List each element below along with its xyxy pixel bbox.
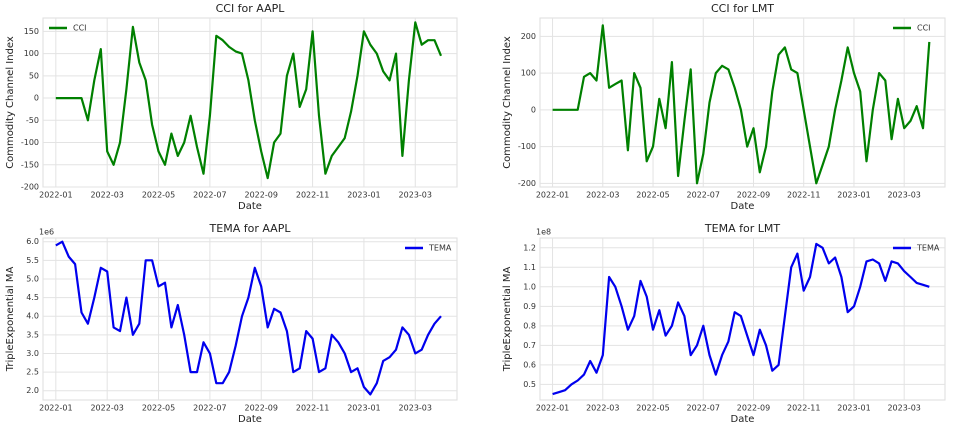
y-tick-label: 1.1 bbox=[523, 263, 536, 272]
x-tick-label: 2022-01 bbox=[536, 404, 569, 413]
y-tick-label: 3.5 bbox=[26, 330, 39, 339]
x-tick-label: 2022-09 bbox=[245, 404, 278, 413]
chart-title: CCI for AAPL bbox=[216, 2, 286, 15]
y-tick-label: 2.5 bbox=[26, 368, 39, 377]
x-tick-label: 2022-03 bbox=[90, 404, 123, 413]
x-axis-label: Date bbox=[731, 201, 755, 212]
x-tick-label: 2023-03 bbox=[887, 191, 920, 200]
plot-area bbox=[42, 17, 458, 188]
y-tick-label: -150 bbox=[21, 160, 39, 169]
x-tick-label: 2023-03 bbox=[399, 191, 432, 200]
x-tick-label: 2023-01 bbox=[837, 191, 870, 200]
chart-title: CCI for LMT bbox=[711, 2, 774, 15]
x-tick-label: 2023-03 bbox=[887, 404, 920, 413]
x-tick-label: 2022-03 bbox=[90, 191, 123, 200]
y-axis-label: Commodity Channel Index bbox=[5, 36, 16, 169]
x-tick-label: 2023-01 bbox=[837, 404, 870, 413]
data-line bbox=[552, 24, 931, 185]
x-axis-label: Date bbox=[731, 414, 755, 425]
y-tick-label: 0.8 bbox=[523, 321, 536, 330]
y-tick-label: 50 bbox=[29, 71, 39, 80]
x-tick-label: 2022-03 bbox=[586, 191, 619, 200]
x-tick-label: 2022-05 bbox=[142, 404, 175, 413]
y-tick-label: 0.9 bbox=[523, 302, 536, 311]
chart-title: TEMA for AAPL bbox=[209, 222, 292, 235]
y-tick-label: 1.2 bbox=[523, 243, 536, 252]
y-tick-label: 3.0 bbox=[26, 349, 39, 358]
y-tick-label: -200 bbox=[518, 179, 536, 188]
x-tick-label: 2023-03 bbox=[399, 404, 432, 413]
y-tick-label: 0.7 bbox=[523, 341, 536, 350]
legend-label: TEMA bbox=[428, 244, 452, 253]
x-tick-label: 2022-05 bbox=[142, 191, 175, 200]
x-tick-label: 2022-07 bbox=[687, 404, 720, 413]
x-tick-label: 2023-01 bbox=[347, 191, 380, 200]
y-tick-label: 2.0 bbox=[26, 386, 39, 395]
y-tick-label: 0 bbox=[531, 105, 536, 114]
x-tick-label: 2022-07 bbox=[193, 404, 226, 413]
x-tick-label: 2022-11 bbox=[296, 404, 329, 413]
x-tick-label: 2022-05 bbox=[636, 191, 669, 200]
plot-area bbox=[42, 237, 458, 401]
y-tick-label: 150 bbox=[24, 27, 39, 36]
x-tick-label: 2022-01 bbox=[39, 404, 72, 413]
data-line bbox=[55, 21, 443, 180]
x-tick-label: 2023-01 bbox=[347, 404, 380, 413]
y-axis-label: TripleExponential MA bbox=[502, 267, 513, 373]
x-tick-label: 2022-07 bbox=[193, 191, 226, 200]
legend-label: CCI bbox=[73, 24, 87, 33]
offset-label: 1e6 bbox=[39, 228, 54, 237]
x-tick-label: 2022-01 bbox=[39, 191, 72, 200]
x-tick-label: 2022-05 bbox=[636, 404, 669, 413]
y-axis-label: Commodity Channel Index bbox=[502, 36, 513, 169]
y-tick-label: 6.0 bbox=[26, 237, 39, 246]
data-line bbox=[552, 242, 930, 396]
y-tick-label: -100 bbox=[21, 138, 39, 147]
x-axis-label: Date bbox=[238, 201, 262, 212]
y-tick-label: 4.0 bbox=[26, 312, 39, 321]
legend-label: CCI bbox=[917, 24, 931, 33]
y-tick-label: -200 bbox=[21, 183, 39, 192]
y-tick-label: 4.5 bbox=[26, 293, 39, 302]
y-tick-label: 0.6 bbox=[523, 360, 536, 369]
x-tick-label: 2022-09 bbox=[737, 191, 770, 200]
y-tick-label: -100 bbox=[518, 142, 536, 151]
x-tick-label: 2022-09 bbox=[245, 191, 278, 200]
x-axis-label: Date bbox=[238, 414, 262, 425]
y-tick-label: 100 bbox=[24, 49, 39, 58]
y-axis-label: TripleExponential MA bbox=[5, 267, 16, 373]
y-tick-label: 5.0 bbox=[26, 274, 39, 283]
chart-title: TEMA for LMT bbox=[704, 222, 780, 235]
x-tick-label: 2022-03 bbox=[586, 404, 619, 413]
y-tick-label: 0.5 bbox=[523, 380, 536, 389]
x-tick-label: 2022-01 bbox=[536, 191, 569, 200]
y-tick-label: 0 bbox=[34, 94, 39, 103]
x-tick-label: 2022-11 bbox=[787, 404, 820, 413]
y-tick-label: 200 bbox=[521, 32, 536, 41]
x-tick-label: 2022-09 bbox=[737, 404, 770, 413]
y-tick-label: 1.0 bbox=[523, 282, 536, 291]
y-tick-label: 5.5 bbox=[26, 256, 39, 265]
x-tick-label: 2022-11 bbox=[787, 191, 820, 200]
x-tick-label: 2022-11 bbox=[296, 191, 329, 200]
plot-area bbox=[539, 17, 946, 188]
x-tick-label: 2022-07 bbox=[687, 191, 720, 200]
y-tick-label: 100 bbox=[521, 69, 536, 78]
legend-label: TEMA bbox=[916, 244, 940, 253]
y-tick-label: -50 bbox=[26, 116, 39, 125]
offset-label: 1e8 bbox=[536, 228, 551, 237]
data-line bbox=[55, 240, 442, 396]
